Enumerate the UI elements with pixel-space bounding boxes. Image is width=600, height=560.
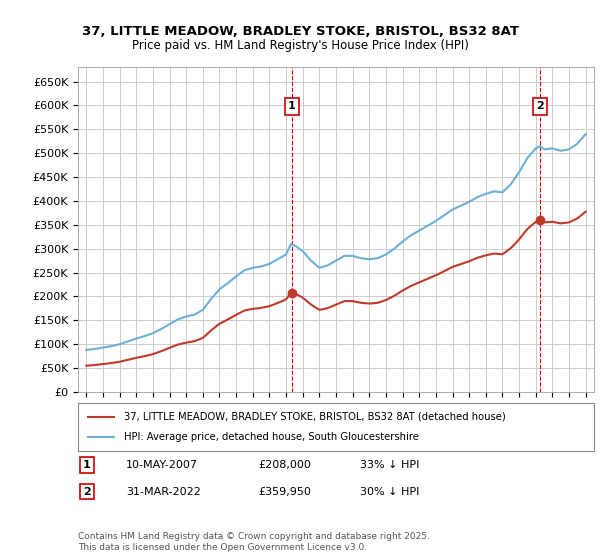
Text: 1: 1 xyxy=(83,460,91,470)
Text: 37, LITTLE MEADOW, BRADLEY STOKE, BRISTOL, BS32 8AT: 37, LITTLE MEADOW, BRADLEY STOKE, BRISTO… xyxy=(82,25,518,38)
Text: Contains HM Land Registry data © Crown copyright and database right 2025.
This d: Contains HM Land Registry data © Crown c… xyxy=(78,532,430,552)
Text: 30% ↓ HPI: 30% ↓ HPI xyxy=(360,487,419,497)
Text: 33% ↓ HPI: 33% ↓ HPI xyxy=(360,460,419,470)
Text: 31-MAR-2022: 31-MAR-2022 xyxy=(126,487,201,497)
Text: Price paid vs. HM Land Registry's House Price Index (HPI): Price paid vs. HM Land Registry's House … xyxy=(131,39,469,52)
Text: £359,950: £359,950 xyxy=(258,487,311,497)
Text: 2: 2 xyxy=(83,487,91,497)
Text: 2: 2 xyxy=(536,101,544,111)
Text: HPI: Average price, detached house, South Gloucestershire: HPI: Average price, detached house, Sout… xyxy=(124,432,419,442)
Text: £208,000: £208,000 xyxy=(258,460,311,470)
Text: 37, LITTLE MEADOW, BRADLEY STOKE, BRISTOL, BS32 8AT (detached house): 37, LITTLE MEADOW, BRADLEY STOKE, BRISTO… xyxy=(124,412,506,422)
Text: 1: 1 xyxy=(288,101,296,111)
Text: 10-MAY-2007: 10-MAY-2007 xyxy=(126,460,198,470)
